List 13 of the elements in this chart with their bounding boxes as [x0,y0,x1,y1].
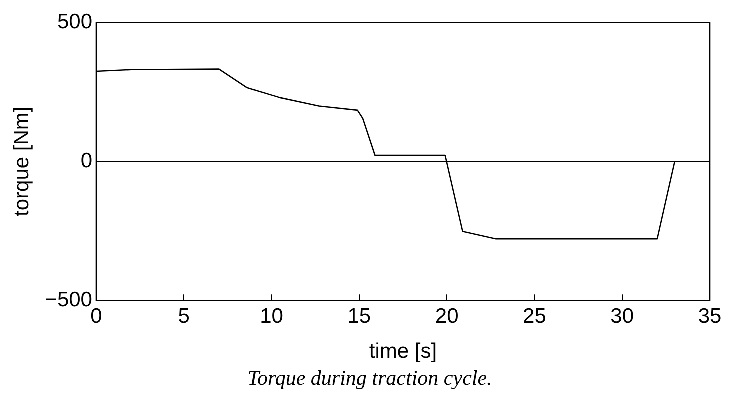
x-tick-label: 5 [178,304,190,328]
y-axis-title: torque [Nm] [10,106,34,216]
y-tick-label: 0 [80,149,92,172]
x-axis-title: time [s] [369,340,438,364]
x-tick-label: 30 [610,304,634,328]
x-tick-label: 20 [435,304,459,328]
y-tick-label: −500 [45,288,92,312]
y-tick-label: 500 [57,10,92,34]
x-tick-label: 25 [523,304,546,328]
x-tick-label: 35 [698,304,722,328]
x-tick-label: 15 [348,304,372,328]
x-tick-label: 10 [260,304,284,328]
text: Torque during traction cycle. [246,366,494,391]
